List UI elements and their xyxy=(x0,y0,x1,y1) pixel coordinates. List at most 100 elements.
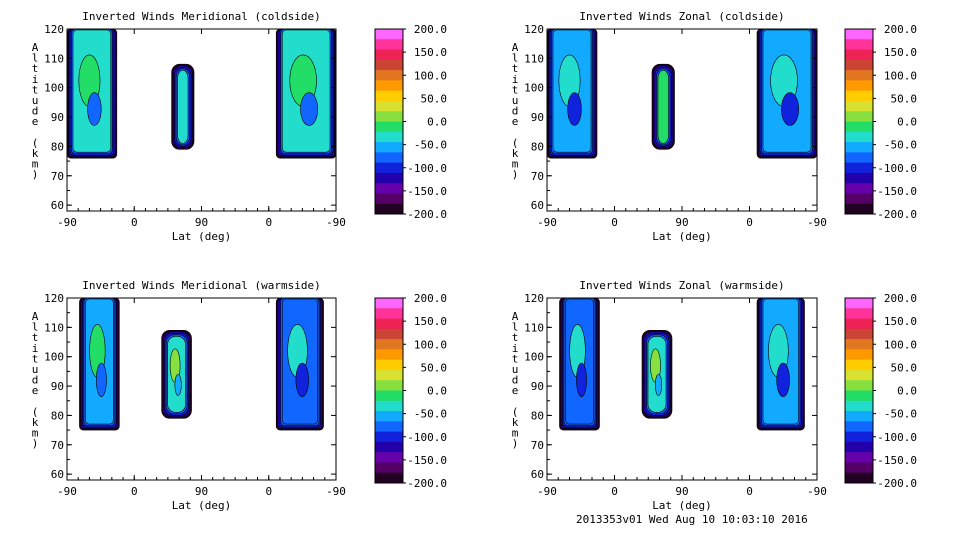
colorbar-tick-label: -100.0 xyxy=(877,431,917,444)
colorbar-tick-label: 150.0 xyxy=(884,46,917,59)
colorbar-swatch xyxy=(375,39,403,51)
colorbar-swatch xyxy=(375,421,403,433)
colorbar-swatch xyxy=(845,131,873,143)
x-tick-label: -90 xyxy=(326,216,346,229)
colorbar-tick-label: -200.0 xyxy=(407,477,447,490)
colorbar-tick-label: 50.0 xyxy=(891,361,918,374)
colorbar-swatch xyxy=(845,431,873,443)
colorbar-tick-label: -150.0 xyxy=(877,185,917,198)
colorbar-swatch xyxy=(845,441,873,453)
colorbar-swatch xyxy=(375,80,403,92)
colorbar-swatch xyxy=(375,121,403,133)
colorbar-tick-label: -150.0 xyxy=(407,185,447,198)
x-tick-label: 0 xyxy=(265,485,272,498)
chart-title: Inverted Winds Meridional (coldside) xyxy=(82,10,320,23)
x-tick-label: 90 xyxy=(675,216,688,229)
colorbar-swatch xyxy=(375,431,403,443)
colorbar-tick-label: -50.0 xyxy=(414,139,447,152)
y-tick-label: 60 xyxy=(531,199,544,212)
colorbar-swatch xyxy=(375,142,403,153)
colorbar-swatch xyxy=(375,380,403,391)
colorbar-swatch xyxy=(845,328,873,340)
chart-panel-2: Inverted Winds Zonal (coldside) 60 70 80 90 1… xyxy=(512,10,917,243)
footer-timestamp: 2013353v01 Wed Aug 10 10:03:10 2016 xyxy=(576,513,808,526)
colorbar-swatch xyxy=(845,29,873,40)
y-tick-label: 70 xyxy=(51,170,64,183)
contour-loop xyxy=(300,92,318,126)
colorbar-swatch xyxy=(845,380,873,391)
data-region xyxy=(275,28,337,159)
colorbar-swatch xyxy=(845,39,873,51)
contour-loop xyxy=(96,362,107,398)
colorbar: 200.0 150.0 100.0 50.0 0.0 -50.0 -100.0 -150.0 -… xyxy=(374,292,447,490)
y-tick-label: 120 xyxy=(524,23,544,36)
colorbar-tick-label: -100.0 xyxy=(877,162,917,175)
colorbar-tick-label: -200.0 xyxy=(877,208,917,221)
colorbar-swatch xyxy=(845,183,873,194)
colorbar-swatch xyxy=(375,390,403,402)
y-tick-label: 60 xyxy=(51,199,64,212)
y-tick-label: 80 xyxy=(51,140,64,153)
colorbar-swatch xyxy=(845,359,873,371)
colorbar-swatch xyxy=(375,70,403,81)
y-tick-label: 70 xyxy=(531,170,544,183)
colorbar-swatch xyxy=(845,100,873,112)
colorbar-swatch xyxy=(375,49,403,61)
contour-loop xyxy=(87,92,102,126)
x-tick-label: -90 xyxy=(57,485,77,498)
y-tick-label: 120 xyxy=(44,292,64,305)
x-tick-label: 0 xyxy=(131,485,138,498)
chart-panel-3: Inverted Winds Meridional (warmside) 60 70… xyxy=(32,279,447,512)
y-tick-label: 100 xyxy=(44,351,64,364)
colorbar-tick-label: 50.0 xyxy=(891,92,918,105)
y-tick-label: 90 xyxy=(531,380,544,393)
x-tick-label: -90 xyxy=(537,216,557,229)
x-axis-label: Lat (deg) xyxy=(172,230,232,243)
y-tick-label: 100 xyxy=(524,351,544,364)
colorbar-swatch xyxy=(845,111,873,122)
colorbar-tick-label: 0.0 xyxy=(427,385,447,398)
colorbar-tick-label: 0.0 xyxy=(897,116,917,129)
colorbar-swatch xyxy=(845,472,873,484)
y-tick-label: 80 xyxy=(51,409,64,422)
chart-title: Inverted Winds Meridional (warmside) xyxy=(82,279,320,292)
colorbar-swatch xyxy=(375,441,403,453)
colorbar-tick-label: 50.0 xyxy=(421,92,448,105)
colorbar-swatch xyxy=(375,59,403,71)
y-tick-label: 120 xyxy=(524,292,544,305)
x-tick-label: 90 xyxy=(675,485,688,498)
colorbar-swatch xyxy=(845,400,873,412)
y-tick-label: 80 xyxy=(531,140,544,153)
contour-loop xyxy=(781,92,799,126)
colorbar-swatch xyxy=(845,411,873,422)
data-region xyxy=(275,297,324,431)
chart-panel-1: Inverted Winds Meridional (coldside) 60 70… xyxy=(32,10,447,243)
x-tick-label: 90 xyxy=(195,485,208,498)
colorbar-tick-label: 150.0 xyxy=(414,315,447,328)
contour-loop xyxy=(576,362,587,398)
x-tick-label: -90 xyxy=(326,485,346,498)
x-tick-label: 0 xyxy=(131,216,138,229)
x-tick-label: -90 xyxy=(57,216,77,229)
colorbar-swatch xyxy=(375,359,403,371)
colorbar-swatch xyxy=(375,411,403,422)
colorbar-swatch xyxy=(845,172,873,184)
colorbar-swatch xyxy=(845,421,873,433)
contour-loop xyxy=(654,373,663,396)
colorbar-swatch xyxy=(375,111,403,122)
colorbar-swatch xyxy=(375,349,403,361)
colorbar-swatch xyxy=(845,90,873,102)
colorbar-swatch xyxy=(845,59,873,71)
colorbar-swatch xyxy=(375,452,403,463)
data-region xyxy=(161,329,192,419)
colorbar-swatch xyxy=(375,193,403,205)
y-tick-label: 110 xyxy=(44,52,64,65)
y-tick-label: 110 xyxy=(524,52,544,65)
colorbar-swatch xyxy=(845,70,873,81)
y-tick-label: 110 xyxy=(44,321,64,334)
chart-panel-4: Inverted Winds Zonal (warmside) 60 70 80 90 1… xyxy=(512,279,917,512)
